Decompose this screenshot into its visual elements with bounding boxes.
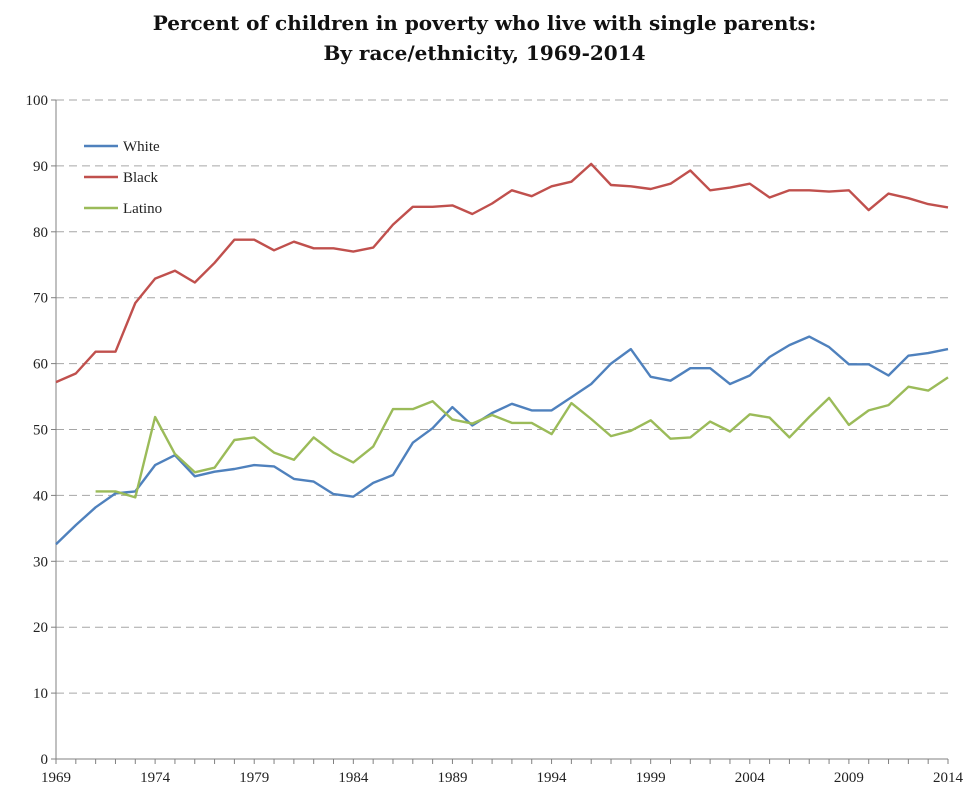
y-tick-label: 90 (33, 159, 48, 175)
x-tick-label: 1974 (140, 770, 171, 786)
y-tick-label: 100 (26, 93, 49, 109)
x-tick-label: 1969 (41, 770, 71, 786)
x-tick-label: 1994 (537, 770, 568, 786)
legend-label-latino: Latino (123, 201, 162, 217)
legend-label-black: Black (123, 170, 158, 186)
x-tick-label: 2014 (933, 770, 964, 786)
x-tick-label: 2009 (834, 770, 864, 786)
gridlines (56, 99, 948, 694)
y-tick-label: 50 (33, 423, 48, 439)
x-tick-label: 1979 (239, 770, 269, 786)
chart-title: Percent of children in poverty who live … (0, 8, 969, 68)
chart-title-line-2: By race/ethnicity, 1969-2014 (323, 41, 646, 65)
x-tick-label: 1999 (636, 770, 666, 786)
y-tick-label: 40 (33, 488, 48, 504)
legend: White Black Latino (84, 139, 162, 217)
y-tick-label: 30 (33, 554, 48, 570)
y-tick-label: 10 (33, 686, 48, 702)
x-tick-label: 1989 (437, 770, 467, 786)
series-line-white (55, 335, 949, 546)
chart-title-line-1: Percent of children in poverty who live … (152, 11, 817, 35)
y-tick-label: 60 (33, 357, 48, 373)
legend-label-white: White (123, 139, 160, 155)
x-tick-label: 2004 (735, 770, 766, 786)
y-tick-label: 0 (41, 752, 49, 768)
y-tick-label: 20 (33, 620, 48, 636)
series-line-latino (95, 376, 949, 499)
axes: 0 10 20 30 40 50 60 70 80 90 100 1969 1974 1979 1984 19… (26, 93, 964, 786)
y-tick-label: 70 (33, 291, 48, 307)
series-lines (55, 162, 949, 546)
series-line-black (55, 162, 949, 384)
y-tick-label: 80 (33, 225, 48, 241)
x-tick-label: 1984 (338, 770, 369, 786)
